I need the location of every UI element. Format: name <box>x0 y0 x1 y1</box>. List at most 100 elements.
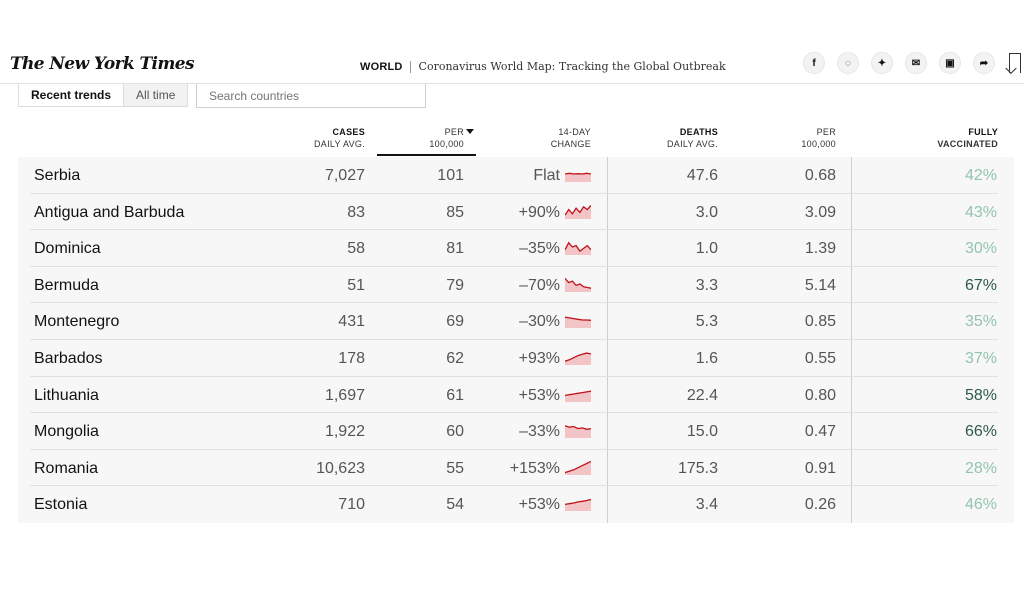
col-header-fully-vaccinated[interactable]: FULLY VACCINATED <box>937 127 998 149</box>
share-icon[interactable]: ➦ <box>973 52 995 74</box>
table-row[interactable]: Antigua and Barbuda 83 85 +90% 3.0 3.09 43% <box>18 194 1014 231</box>
change-14-day: –70% <box>519 276 560 294</box>
fully-vaccinated-pct: 66% <box>964 423 997 441</box>
column-divider <box>607 157 608 523</box>
cases-daily-avg: 51 <box>347 276 365 294</box>
active-sort-indicator <box>377 154 476 156</box>
fully-vaccinated-pct: 46% <box>964 496 997 514</box>
deaths-per-100k: 0.47 <box>804 423 836 441</box>
col-header-14-day-change[interactable]: 14-DAY CHANGE <box>550 127 591 149</box>
gift-icon[interactable]: ▣ <box>939 52 961 74</box>
trend-sparkline <box>565 277 591 292</box>
twitter-icon[interactable]: ✦ <box>871 52 893 74</box>
tab-recent-trends[interactable]: Recent trends <box>19 84 124 106</box>
sparkline-area <box>565 173 591 182</box>
fully-vaccinated-pct: 58% <box>964 386 997 404</box>
sparkline-line <box>565 316 591 322</box>
deaths-daily-avg: 5.3 <box>695 313 718 331</box>
trend-sparkline <box>565 460 591 475</box>
table-row[interactable]: Estonia 710 54 +53% 3.4 0.26 46% <box>18 486 1014 523</box>
table-row[interactable]: Bermuda 51 79 –70% 3.3 5.14 67% <box>18 267 1014 304</box>
cases-daily-avg: 83 <box>347 203 365 221</box>
deaths-per-100k: 0.85 <box>804 313 836 331</box>
sparkline-line <box>565 390 591 396</box>
trend-sparkline <box>565 499 591 512</box>
sparkline-line <box>565 499 591 506</box>
change-14-day: +53% <box>518 496 560 514</box>
deaths-daily-avg: 3.0 <box>695 203 718 221</box>
deaths-daily-avg: 3.4 <box>695 496 718 514</box>
email-icon[interactable]: ✉ <box>905 52 927 74</box>
country-table: Serbia 7,027 101 Flat 47.6 0.68 42% Antigua and… <box>18 157 1014 523</box>
section-label[interactable]: WORLD <box>360 60 403 73</box>
deaths-daily-avg: 1.0 <box>695 240 718 258</box>
fully-vaccinated-pct: 37% <box>964 350 997 367</box>
search-countries-input[interactable] <box>196 84 426 108</box>
fully-vaccinated-pct: 67% <box>964 276 997 294</box>
deaths-per-100k: 0.80 <box>804 386 836 404</box>
table-row[interactable]: Serbia 7,027 101 Flat 47.6 0.68 42% <box>18 157 1014 194</box>
change-14-day: +93% <box>518 350 560 367</box>
cases-daily-avg: 710 <box>338 496 365 514</box>
deaths-per-100k: 0.68 <box>804 167 836 184</box>
sparkline-area <box>565 390 591 402</box>
change-14-day: +53% <box>518 386 560 404</box>
table-row[interactable]: Romania 10,623 55 +153% 175.3 0.91 28% <box>18 450 1014 487</box>
fully-vaccinated-pct: 30% <box>964 240 997 258</box>
sparkline-line <box>565 204 591 216</box>
section-divider <box>409 60 411 73</box>
sparkline-line <box>565 241 591 253</box>
change-14-day: –35% <box>519 240 560 258</box>
sparkline-area <box>565 317 591 329</box>
col-header-cases[interactable]: CASES DAILY AVG. <box>313 127 365 149</box>
facebook-icon[interactable]: f <box>803 52 825 74</box>
table-row[interactable]: Montenegro 431 69 –30% 5.3 0.85 35% <box>18 303 1014 340</box>
cases-daily-avg: 178 <box>338 350 365 367</box>
col-header-per-100k[interactable]: PER 100,000 <box>390 126 474 150</box>
article-headline: Coronavirus World Map: Tracking the Glob… <box>418 60 726 73</box>
deaths-daily-avg: 1.6 <box>695 350 718 367</box>
cases-per-100k: 81 <box>446 240 464 258</box>
cases-daily-avg: 1,697 <box>324 386 365 404</box>
nyt-logo[interactable]: The New York Times <box>10 54 195 74</box>
whatsapp-icon[interactable]: ◌ <box>837 52 859 74</box>
table-row[interactable]: Lithuania 1,697 61 +53% 22.4 0.80 58% <box>18 377 1014 414</box>
table-row[interactable]: Barbados 178 62 +93% 1.6 0.55 37% <box>18 340 1014 377</box>
sparkline-area <box>565 353 591 365</box>
table-row[interactable]: Dominica 58 81 –35% 1.0 1.39 30% <box>18 230 1014 267</box>
article-section-bar: WORLD Coronavirus World Map: Tracking th… <box>360 60 726 73</box>
country-name: Bermuda <box>34 276 99 294</box>
deaths-daily-avg: 15.0 <box>686 423 718 441</box>
trend-sparkline <box>565 241 591 256</box>
cases-daily-avg: 10,623 <box>316 459 365 477</box>
change-14-day: +153% <box>509 459 560 477</box>
trend-sparkline <box>565 204 591 219</box>
col-header-deaths-per-100k[interactable]: PER 100,000 <box>801 127 836 149</box>
cases-per-100k: 60 <box>446 423 464 441</box>
table-row[interactable]: Mongolia 1,922 60 –33% 15.0 0.47 66% <box>18 413 1014 450</box>
country-name: Romania <box>34 459 99 477</box>
cases-daily-avg: 431 <box>338 313 365 331</box>
country-name: Antigua and Barbuda <box>34 203 185 221</box>
column-divider <box>851 157 852 523</box>
trend-sparkline <box>565 316 591 329</box>
cases-per-100k: 61 <box>446 386 464 404</box>
deaths-per-100k: 3.09 <box>804 203 836 221</box>
change-14-day: –33% <box>519 423 560 441</box>
sort-desc-icon <box>466 129 474 134</box>
country-name: Lithuania <box>34 386 99 404</box>
change-14-day: –30% <box>519 313 560 331</box>
cases-per-100k: 55 <box>446 459 464 477</box>
deaths-per-100k: 0.91 <box>804 459 836 477</box>
cases-per-100k: 69 <box>446 313 464 331</box>
bookmark-icon[interactable] <box>1009 53 1021 73</box>
fully-vaccinated-pct: 35% <box>964 313 997 331</box>
country-name: Dominica <box>34 240 101 258</box>
tab-all-time[interactable]: All time <box>123 84 188 106</box>
deaths-per-100k: 5.14 <box>804 276 836 294</box>
cases-daily-avg: 7,027 <box>324 167 365 184</box>
cases-per-100k: 79 <box>446 276 464 294</box>
country-name: Barbados <box>34 350 103 367</box>
col-header-deaths[interactable]: DEATHS DAILY AVG. <box>666 127 718 149</box>
country-name: Estonia <box>34 496 88 514</box>
